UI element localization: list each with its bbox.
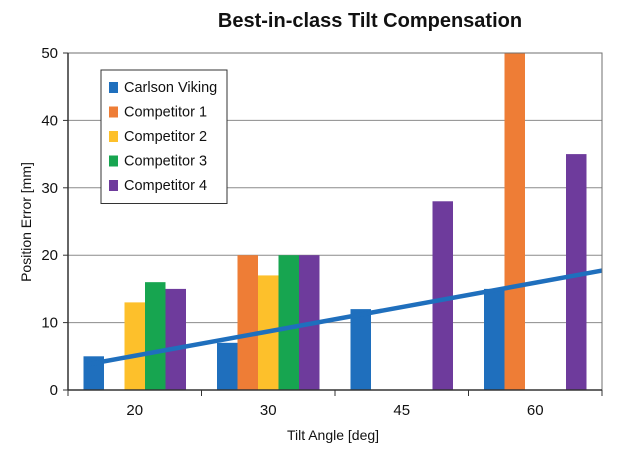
y-axis-title: Position Error [mm] <box>18 162 34 282</box>
legend-swatch-competitor-2 <box>109 131 118 142</box>
bar-carlson-viking-45 <box>350 309 371 390</box>
x-axis-title: Tilt Angle [deg] <box>287 427 379 443</box>
bar-competitor-1-30 <box>237 255 258 390</box>
legend-swatch-competitor-3 <box>109 155 118 167</box>
trendline-group <box>87 268 603 367</box>
bar-competitor-4-60 <box>566 154 587 390</box>
y-tick-label-0: 0 <box>50 382 58 399</box>
x-tick-label-45: 45 <box>393 402 410 419</box>
legend-label-competitor-4: Competitor 4 <box>124 178 207 194</box>
legend-swatch-competitor-1 <box>109 106 118 118</box>
y-tick-label-30: 30 <box>41 180 58 197</box>
trendline <box>87 268 603 367</box>
axes <box>63 52 603 396</box>
x-tick-label-30: 30 <box>260 402 277 419</box>
bar-competitor-2-20 <box>124 302 145 390</box>
bar-competitor-3-30 <box>278 255 299 390</box>
bar-competitor-4-20 <box>165 288 186 390</box>
legend-label-competitor-3: Competitor 3 <box>124 154 207 170</box>
bars <box>83 53 587 390</box>
bar-competitor-1-60 <box>504 53 525 390</box>
bar-carlson-viking-30 <box>217 342 238 390</box>
tick-labels: 0 10 20 30 40 50 20 30 45 60 <box>41 45 543 419</box>
legend-swatch-carlson-viking <box>109 82 118 93</box>
y-tick-label-50: 50 <box>41 45 58 62</box>
x-tick-label-20: 20 <box>126 402 143 419</box>
legend-swatch-competitor-4 <box>109 180 118 191</box>
bar-competitor-3-20 <box>145 282 166 390</box>
legend: Carlson Viking Competitor 1 Competitor 2 Co… <box>100 69 228 204</box>
y-tick-label-10: 10 <box>41 315 58 332</box>
bar-carlson-viking-60 <box>484 288 505 390</box>
chart-title: Best-in-class Tilt Compensation <box>218 10 522 32</box>
y-tick-label-40: 40 <box>41 112 58 129</box>
x-tick-label-60: 60 <box>527 402 544 419</box>
legend-label-competitor-1: Competitor 1 <box>124 105 207 121</box>
bar-competitor-4-45 <box>432 201 453 390</box>
legend-label-carlson-viking: Carlson Viking <box>124 80 217 96</box>
y-tick-label-20: 20 <box>41 247 58 264</box>
legend-label-competitor-2: Competitor 2 <box>124 129 207 145</box>
legend-box <box>100 69 228 204</box>
